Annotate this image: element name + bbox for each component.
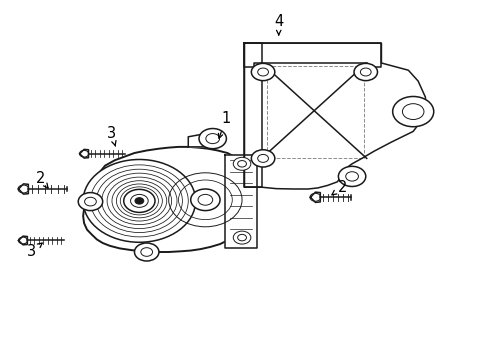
- Text: 1: 1: [218, 111, 230, 138]
- Polygon shape: [310, 192, 320, 202]
- Polygon shape: [244, 43, 261, 187]
- Circle shape: [130, 194, 148, 207]
- Circle shape: [190, 189, 220, 211]
- Circle shape: [233, 231, 250, 244]
- Circle shape: [205, 134, 219, 144]
- Circle shape: [233, 157, 250, 170]
- Circle shape: [198, 194, 212, 205]
- Circle shape: [84, 197, 96, 206]
- Polygon shape: [19, 184, 28, 194]
- Circle shape: [353, 63, 377, 81]
- Circle shape: [402, 104, 423, 120]
- Circle shape: [135, 198, 143, 204]
- Text: 2: 2: [35, 171, 48, 188]
- Polygon shape: [244, 43, 425, 189]
- Text: 3: 3: [27, 243, 42, 259]
- Polygon shape: [83, 147, 256, 252]
- Circle shape: [251, 150, 274, 167]
- Circle shape: [257, 68, 268, 76]
- Polygon shape: [224, 155, 256, 248]
- Polygon shape: [80, 149, 88, 158]
- Circle shape: [141, 248, 152, 256]
- Circle shape: [134, 243, 159, 261]
- Circle shape: [123, 189, 155, 212]
- Circle shape: [237, 234, 246, 241]
- Circle shape: [345, 172, 358, 181]
- Circle shape: [360, 68, 370, 76]
- Circle shape: [237, 161, 246, 167]
- Polygon shape: [188, 130, 222, 147]
- Circle shape: [78, 193, 102, 211]
- Text: 4: 4: [274, 14, 283, 35]
- Polygon shape: [244, 43, 381, 67]
- Circle shape: [338, 166, 365, 186]
- Text: 2: 2: [331, 180, 346, 195]
- Circle shape: [199, 129, 226, 149]
- Text: 3: 3: [107, 126, 116, 146]
- Circle shape: [392, 96, 433, 127]
- Circle shape: [257, 154, 268, 162]
- Circle shape: [83, 159, 195, 242]
- Circle shape: [251, 63, 274, 81]
- Polygon shape: [19, 236, 27, 245]
